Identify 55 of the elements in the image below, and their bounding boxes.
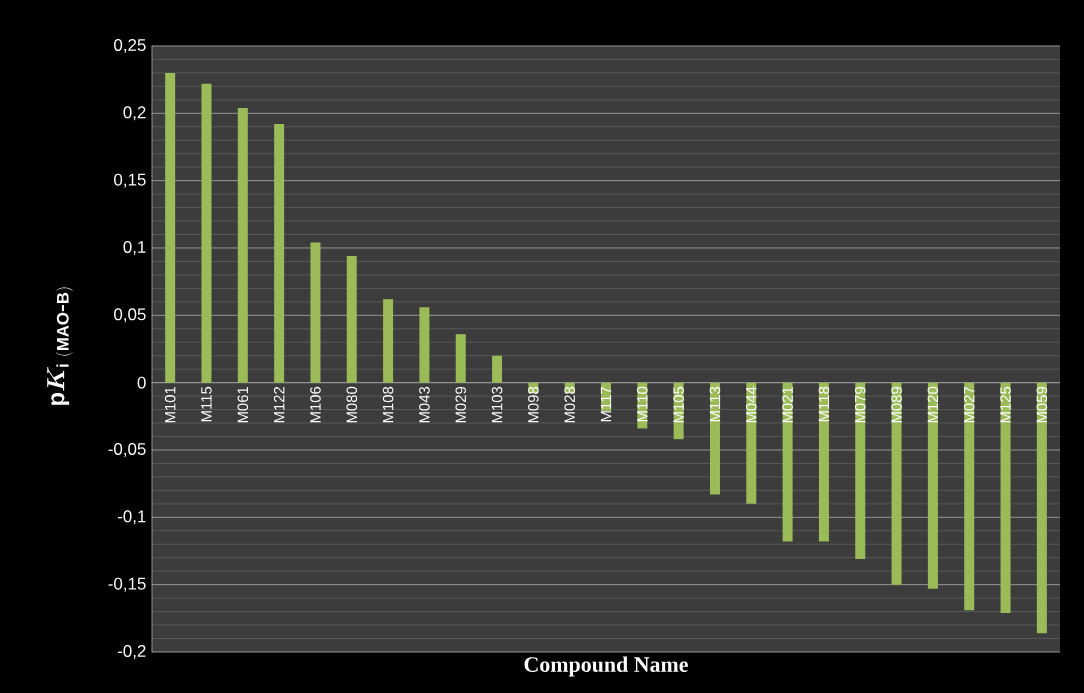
bar	[274, 124, 285, 383]
bar	[165, 72, 176, 383]
bar	[310, 242, 321, 383]
bar	[782, 382, 793, 542]
bar	[855, 382, 866, 560]
x-tick-label: M105	[673, 386, 684, 423]
x-tick-label: M098	[528, 386, 539, 423]
x-tick-label: M089	[891, 386, 902, 423]
bar	[237, 107, 248, 383]
bar	[891, 382, 902, 585]
y-axis-title: $\mathbf{p}\bm{K}_{\mathbf{i\ (MAO\mbox{-}B)}}$	[47, 287, 73, 405]
bar	[346, 256, 357, 383]
x-tick-label: M021	[782, 386, 793, 423]
bar	[964, 382, 975, 611]
bar	[419, 307, 430, 383]
x-tick-label: M106	[310, 386, 321, 423]
bar	[201, 83, 212, 383]
bar	[1036, 382, 1047, 634]
bar	[927, 382, 938, 589]
x-tick-label: M079	[854, 386, 866, 423]
x-tick-label: M103	[491, 386, 503, 423]
y-tick-label: 0,1	[123, 240, 146, 255]
x-tick-label: M059	[1036, 386, 1048, 423]
x-tick-label: M108	[382, 386, 394, 423]
y-tick-label: 0,05	[114, 308, 146, 323]
bar	[818, 382, 829, 542]
x-tick-label: M118	[818, 386, 830, 422]
y-tick-label: 0	[137, 376, 146, 389]
x-tick-label: M043	[419, 386, 430, 423]
x-tick-label: M120	[927, 386, 939, 423]
x-tick-label: M125	[1000, 386, 1011, 423]
x-tick-label: M115	[201, 386, 212, 422]
x-tick-label: M080	[346, 386, 358, 423]
x-tick-label: M110	[637, 386, 648, 422]
y-tick-label: -0,2	[117, 644, 146, 659]
x-tick-label: M028	[564, 386, 575, 423]
y-tick-label: -0,1	[117, 510, 146, 525]
y-tick-label: 0,2	[123, 106, 146, 121]
x-axis-title: Compound Name	[524, 656, 688, 677]
x-tick-label: M061	[237, 386, 249, 423]
y-tick-label: -0,15	[108, 577, 146, 592]
x-tick-label: M029	[455, 386, 467, 423]
x-tick-label: M027	[963, 386, 975, 423]
bar	[383, 299, 394, 383]
x-tick-label: M113	[709, 386, 721, 422]
y-tick-label: 0,25	[114, 38, 146, 53]
y-tick-label: 0,15	[114, 173, 146, 188]
x-tick-label: M044	[746, 386, 757, 423]
x-tick-label: M101	[164, 386, 176, 423]
x-tick-label: M117	[600, 386, 612, 422]
bar	[455, 334, 466, 383]
x-tick-label: M122	[273, 386, 285, 423]
bar	[492, 355, 503, 383]
bar	[1000, 382, 1011, 613]
y-tick-label: -0,05	[108, 442, 146, 457]
